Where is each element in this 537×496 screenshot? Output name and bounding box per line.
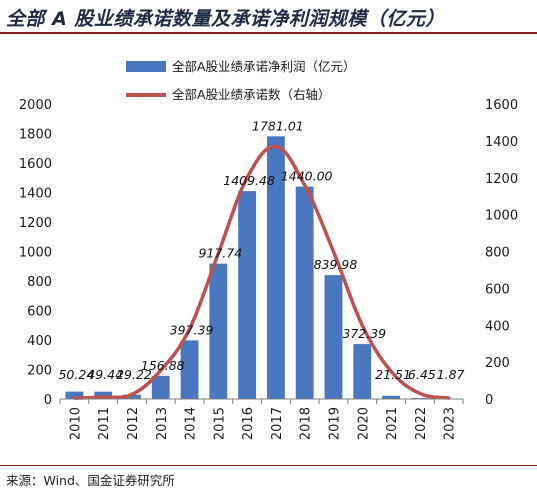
bar-value-label: 156.88 [141,358,185,373]
left-tick-label: 1200 [19,216,52,231]
bar [94,391,113,399]
bar [151,375,170,399]
right-tick-label: 1200 [485,172,518,187]
x-tick-label: 2012 [126,407,141,440]
legend: 全部A股业绩承诺净利润（亿元） 全部A股业绩承诺数（右轴） [126,59,356,102]
title-divider [0,32,537,34]
x-tick-label: 2018 [299,407,314,440]
left-tick-label: 1600 [19,157,52,172]
bar [238,191,257,399]
x-tick-label: 2014 [184,407,199,440]
left-tick-label: 200 [27,364,52,379]
x-tick-label: 2019 [327,407,342,440]
right-tick-label: 600 [485,282,510,297]
right-tick-label: 1400 [485,135,518,150]
bar [324,275,343,399]
bar-value-label: 397.39 [170,322,214,337]
right-tick-label: 1000 [485,209,518,224]
left-tick-label: 1400 [19,187,52,202]
bar-value-label: 917.74 [198,246,242,261]
series-line [72,144,451,400]
chart-title: 全部 A 股业绩承诺数量及承诺净利润规模（亿元） [6,8,445,30]
bar-value-label: 6.45 [408,367,436,382]
x-tick-label: 2015 [212,407,227,440]
bar [266,136,285,399]
bar-value-label: 1409.48 [223,173,275,188]
bar-value-label: 49.44 [87,367,123,382]
right-tick-label: 400 [485,319,510,334]
bar [295,186,314,399]
bar [382,395,400,399]
bar [65,391,84,399]
x-tick-label: 2021 [385,407,400,440]
bar-value-label: 1.87 [437,367,465,382]
right-tick-label: 0 [485,393,493,408]
source-note: 来源：Wind、国金证券研究所 [6,473,175,488]
left-tick-label: 800 [27,275,52,290]
x-tick-label: 2013 [155,407,170,440]
source-divider [0,465,537,466]
x-axis: 2010 2011 2012 2013 2014 2015 2016 2017 2018 2019… [59,398,464,440]
bar [180,340,199,399]
legend-bar-label: 全部A股业绩承诺净利润（亿元） [172,59,356,74]
x-tick-label: 2017 [270,407,285,440]
combo-chart: 全部A股业绩承诺净利润（亿元） 全部A股业绩承诺数（右轴） 0 200 400 600… [19,59,518,440]
bar-value-label: 1781.01 [252,118,304,133]
bar-value-label: 1440.00 [281,169,333,184]
x-tick-label: 2022 [414,407,429,440]
right-tick-label: 800 [485,246,510,261]
bar-value-label: 29.22 [116,367,152,382]
line-series [72,144,451,400]
left-tick-label: 1800 [19,128,52,143]
bar [353,344,372,399]
x-tick-label: 2016 [241,407,256,440]
x-tick-label: 2010 [68,407,83,440]
bar-value-label: 21.51 [375,367,411,382]
left-axis: 0 200 400 600 800 1000 1200 1400 1600 1800 2000 [19,98,52,408]
bar-value-label: 50.24 [58,367,94,382]
legend-bar-swatch [126,61,166,72]
right-axis: 0 200 400 600 800 1000 1200 1400 1600 [485,98,518,408]
bar-value-label: 372.39 [342,326,386,341]
bar-value-label: 839.98 [314,257,358,272]
right-tick-label: 1600 [485,98,518,113]
x-tick-label: 2020 [356,407,371,440]
bar [209,263,228,399]
x-tick-label: 2023 [443,407,458,440]
left-tick-label: 600 [27,305,52,320]
right-tick-label: 200 [485,356,510,371]
left-tick-label: 0 [44,393,52,408]
left-tick-label: 2000 [19,98,52,113]
legend-line-label: 全部A股业绩承诺数（右轴） [172,87,331,102]
x-tick-label: 2011 [97,407,112,440]
bar-series [65,136,458,399]
bar [123,394,141,399]
left-tick-label: 400 [27,334,52,349]
left-tick-label: 1000 [19,246,52,261]
